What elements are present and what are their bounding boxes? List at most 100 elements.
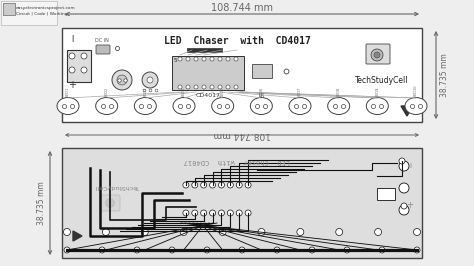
Text: LR: LR bbox=[259, 93, 265, 98]
Circle shape bbox=[106, 198, 115, 207]
Circle shape bbox=[64, 228, 71, 235]
Text: LED7: LED7 bbox=[298, 87, 302, 96]
Text: LED4: LED4 bbox=[182, 87, 186, 96]
Bar bbox=[377, 188, 395, 200]
Circle shape bbox=[169, 247, 175, 253]
Circle shape bbox=[142, 72, 158, 88]
Text: +: + bbox=[407, 197, 413, 206]
Circle shape bbox=[274, 247, 280, 253]
Text: 108.744 mm: 108.744 mm bbox=[211, 3, 273, 13]
Circle shape bbox=[374, 228, 382, 235]
Circle shape bbox=[218, 57, 222, 61]
Circle shape bbox=[192, 210, 198, 216]
Text: Circuit | Code | Working: Circuit | Code | Working bbox=[16, 12, 68, 16]
Circle shape bbox=[178, 57, 182, 61]
FancyBboxPatch shape bbox=[100, 195, 120, 211]
Circle shape bbox=[239, 247, 245, 253]
Text: +: + bbox=[68, 80, 76, 90]
Circle shape bbox=[414, 247, 420, 253]
Text: LED8: LED8 bbox=[337, 87, 341, 96]
Circle shape bbox=[102, 228, 109, 235]
Bar bbox=[62, 148, 422, 258]
Circle shape bbox=[245, 210, 251, 216]
Circle shape bbox=[112, 70, 132, 90]
Circle shape bbox=[186, 57, 190, 61]
Circle shape bbox=[219, 210, 225, 216]
Circle shape bbox=[194, 57, 198, 61]
Circle shape bbox=[399, 161, 409, 171]
Circle shape bbox=[202, 57, 206, 61]
Bar bbox=[1, 1, 57, 25]
Circle shape bbox=[374, 52, 380, 58]
Text: LED3: LED3 bbox=[143, 87, 147, 96]
Text: LED9: LED9 bbox=[375, 87, 379, 96]
Circle shape bbox=[210, 57, 214, 61]
Text: LED  Chaser  with  CD4017: LED Chaser with CD4017 bbox=[184, 158, 290, 164]
Circle shape bbox=[183, 182, 189, 188]
Bar bbox=[172, 56, 244, 90]
Circle shape bbox=[117, 75, 127, 85]
Circle shape bbox=[69, 53, 75, 59]
Circle shape bbox=[210, 182, 216, 188]
Text: LED1: LED1 bbox=[66, 87, 70, 96]
Circle shape bbox=[192, 182, 198, 188]
Circle shape bbox=[99, 247, 105, 253]
Ellipse shape bbox=[366, 98, 388, 114]
Circle shape bbox=[413, 228, 420, 235]
Circle shape bbox=[371, 49, 383, 61]
Circle shape bbox=[234, 57, 238, 61]
Text: 38.735 mm: 38.735 mm bbox=[37, 181, 46, 225]
Text: LED10: LED10 bbox=[414, 85, 418, 96]
Circle shape bbox=[219, 182, 225, 188]
Circle shape bbox=[141, 228, 148, 235]
Circle shape bbox=[134, 247, 140, 253]
Text: DC IN: DC IN bbox=[95, 38, 109, 43]
Text: 5: 5 bbox=[174, 58, 177, 63]
Circle shape bbox=[194, 85, 198, 89]
Circle shape bbox=[297, 228, 304, 235]
Bar bbox=[62, 28, 422, 122]
Polygon shape bbox=[401, 106, 413, 116]
Ellipse shape bbox=[57, 98, 79, 114]
Circle shape bbox=[236, 182, 242, 188]
Circle shape bbox=[399, 205, 409, 215]
Circle shape bbox=[202, 85, 206, 89]
Circle shape bbox=[228, 182, 233, 188]
Circle shape bbox=[399, 183, 409, 193]
Text: l: l bbox=[409, 160, 411, 166]
Ellipse shape bbox=[250, 98, 273, 114]
Circle shape bbox=[226, 85, 230, 89]
Circle shape bbox=[336, 228, 343, 235]
Circle shape bbox=[309, 247, 315, 253]
Circle shape bbox=[218, 85, 222, 89]
Circle shape bbox=[147, 77, 153, 83]
Text: easyelectronicsproject.com: easyelectronicsproject.com bbox=[16, 6, 76, 10]
Circle shape bbox=[210, 85, 214, 89]
Circle shape bbox=[81, 53, 87, 59]
Text: LED5: LED5 bbox=[221, 87, 225, 96]
Circle shape bbox=[69, 67, 75, 73]
Ellipse shape bbox=[173, 98, 195, 114]
Circle shape bbox=[401, 203, 407, 209]
Circle shape bbox=[226, 57, 230, 61]
Circle shape bbox=[178, 85, 182, 89]
Text: 108.744 mm: 108.744 mm bbox=[213, 131, 271, 139]
Text: TechStudyCell: TechStudyCell bbox=[95, 184, 139, 189]
Ellipse shape bbox=[328, 98, 350, 114]
Text: LED6: LED6 bbox=[259, 87, 264, 96]
Bar bbox=[3, 3, 15, 15]
Circle shape bbox=[399, 158, 405, 164]
Bar bbox=[67, 50, 91, 82]
Ellipse shape bbox=[134, 98, 156, 114]
Text: TechStudyCell: TechStudyCell bbox=[355, 76, 409, 85]
Circle shape bbox=[183, 210, 189, 216]
FancyBboxPatch shape bbox=[366, 44, 390, 64]
Circle shape bbox=[219, 228, 226, 235]
Ellipse shape bbox=[289, 98, 311, 114]
Circle shape bbox=[201, 210, 207, 216]
Circle shape bbox=[210, 210, 216, 216]
Circle shape bbox=[228, 210, 233, 216]
Circle shape bbox=[64, 247, 70, 253]
Circle shape bbox=[234, 85, 238, 89]
Text: l: l bbox=[71, 35, 73, 44]
